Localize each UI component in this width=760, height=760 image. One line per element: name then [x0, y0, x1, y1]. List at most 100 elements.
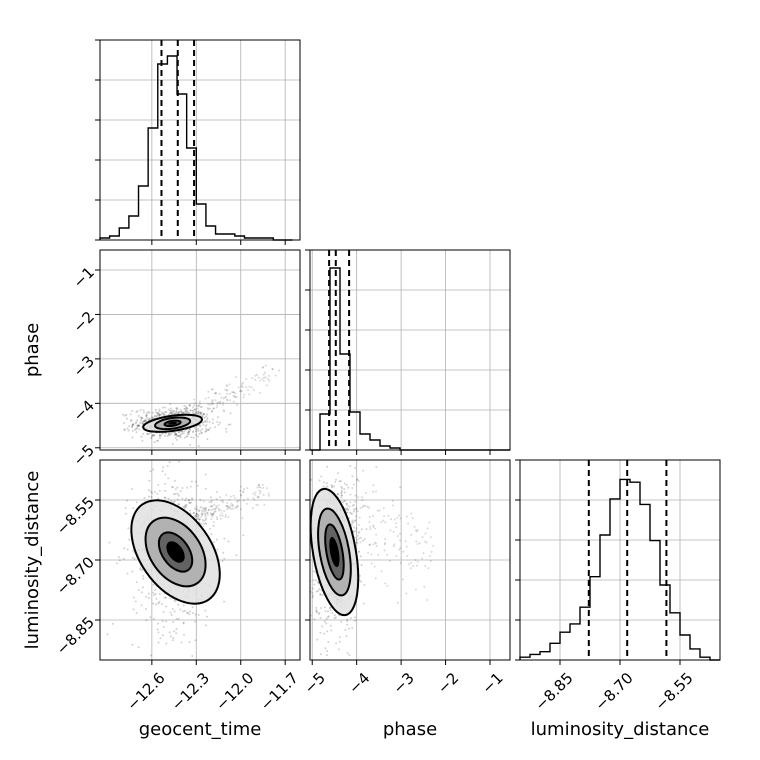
luminosity-distance-vs-geocent-time-contour-1	[144, 516, 207, 588]
luminosity-distance-vs-geocent-time-sample-point	[214, 510, 217, 513]
luminosity-distance-vs-geocent-time-sample-point	[131, 556, 134, 559]
luminosity-distance-vs-geocent-time-sample-point	[216, 548, 219, 551]
phase-vs-geocent-time-sample-point	[141, 417, 144, 420]
luminosity-distance-vs-geocent-time-sample-point	[141, 574, 144, 577]
phase-vs-geocent-time-sample-point	[189, 409, 192, 412]
luminosity-distance-vs-geocent-time-sample-point	[212, 508, 215, 511]
luminosity-distance-vs-geocent-time-sample-point	[157, 483, 160, 486]
luminosity-distance-vs-phase-sample-point	[368, 544, 371, 547]
luminosity-distance-vs-phase-sample-point	[350, 512, 353, 515]
x-tick-label-luminosity-distance-0: −8.85	[532, 669, 577, 714]
luminosity-distance-vs-phase-sample-point	[319, 631, 322, 634]
luminosity-distance-vs-geocent-time-sample-point	[195, 512, 198, 515]
phase-vs-geocent-time-sample-point	[184, 410, 187, 413]
luminosity-distance-vs-geocent-time-sample-point	[183, 506, 186, 509]
luminosity-distance-vs-geocent-time-sample-point	[184, 499, 187, 502]
luminosity-distance-vs-geocent-time-sample-point	[243, 488, 246, 491]
phase-vs-geocent-time-sample-point	[216, 401, 219, 404]
luminosity-distance-vs-phase-sample-point	[386, 584, 389, 587]
luminosity-distance-vs-phase-sample-point	[376, 509, 379, 512]
phase-vs-geocent-time-sample-point	[211, 422, 214, 425]
luminosity-distance-vs-geocent-time-sample-point	[238, 499, 241, 502]
luminosity-distance-vs-phase-sample-point	[402, 550, 405, 553]
phase-vs-geocent-time-sample-point	[175, 433, 178, 436]
phase-vs-geocent-time-sample-point	[203, 416, 206, 419]
luminosity-distance-vs-geocent-time-sample-point	[224, 514, 227, 517]
phase-vs-geocent-time-sample-point	[175, 434, 178, 437]
luminosity-distance-vs-geocent-time-sample-point	[229, 505, 232, 508]
luminosity-distance-vs-phase-sample-point	[333, 617, 336, 620]
luminosity-distance-vs-geocent-time-sample-point	[122, 557, 125, 560]
luminosity-distance-vs-geocent-time-sample-point	[140, 591, 143, 594]
luminosity-distance-vs-geocent-time-sample-point	[262, 494, 265, 497]
phase-vs-geocent-time-sample-point	[208, 403, 211, 406]
luminosity-distance-vs-phase-sample-point	[352, 521, 355, 524]
phase-vs-geocent-time-sample-point	[130, 418, 133, 421]
luminosity-distance-vs-geocent-time-sample-point	[236, 505, 239, 508]
phase-vs-geocent-time-sample-point	[164, 432, 167, 435]
phase-vs-geocent-time-sample-point	[157, 413, 160, 416]
phase-vs-geocent-time-sample-point	[179, 408, 182, 411]
luminosity-distance-vs-phase-sample-point	[307, 566, 309, 568]
luminosity-distance-vs-geocent-time-sample-point	[204, 624, 207, 627]
luminosity-distance-vs-phase-sample-point	[384, 521, 387, 524]
phase-vs-geocent-time-sample-point	[171, 442, 174, 445]
luminosity-distance-vs-geocent-time-sample-point	[154, 588, 157, 591]
luminosity-distance-vs-phase-sample-point	[357, 523, 360, 526]
luminosity-distance-vs-geocent-time-sample-point	[191, 655, 194, 658]
luminosity-distance-vs-geocent-time-sample-point	[209, 527, 212, 530]
luminosity-distance-vs-phase-sample-point	[375, 533, 378, 536]
luminosity-distance-vs-geocent-time-sample-point	[195, 515, 198, 518]
luminosity-distance-vs-phase-sample-point	[399, 561, 402, 564]
phase-vs-geocent-time-sample-point	[145, 414, 148, 417]
phase-vs-geocent-time-sample-point	[216, 404, 219, 407]
luminosity-distance-vs-phase-sample-point	[399, 546, 402, 549]
luminosity-distance-vs-phase-sample-point	[325, 622, 328, 625]
luminosity-distance-vs-phase-sample-point	[365, 528, 368, 531]
phase-vs-geocent-time-sample-point	[158, 410, 161, 413]
luminosity-distance-vs-geocent-time-sample-point	[204, 473, 207, 476]
luminosity-distance-vs-phase-sample-point	[311, 591, 314, 594]
phase-vs-geocent-time-sample-point	[204, 419, 207, 422]
luminosity-distance-vs-geocent-time-sample-point	[127, 527, 130, 530]
phase-vs-geocent-time-sample-point	[204, 420, 207, 423]
phase-vs-geocent-time-sample-point	[138, 428, 141, 431]
y-tick-label-phase-1: −4	[70, 397, 98, 425]
phase-vs-geocent-time-sample-point	[197, 410, 200, 413]
luminosity-distance-vs-geocent-time-sample-point	[209, 496, 212, 499]
phase-vs-geocent-time-sample-point	[175, 438, 178, 441]
luminosity-distance-vs-phase-sample-point	[372, 524, 375, 527]
luminosity-distance-vs-geocent-time-sample-point	[191, 498, 194, 501]
luminosity-distance-vs-geocent-time-sample-point	[170, 499, 173, 502]
luminosity-distance-vs-geocent-time-sample-point	[189, 509, 192, 512]
luminosity-distance-vs-phase-sample-point	[372, 543, 375, 546]
luminosity-distance-vs-geocent-time-sample-point	[126, 548, 129, 551]
phase-vs-geocent-time-sample-point	[187, 431, 190, 434]
phase-vs-geocent-time-sample-point	[177, 431, 180, 434]
luminosity-distance-vs-geocent-time-sample-point	[210, 499, 213, 502]
phase-vs-geocent-time-sample-point	[153, 441, 156, 444]
phase-vs-geocent-time-sample-point	[179, 433, 182, 436]
phase-vs-geocent-time-frame	[99, 249, 301, 451]
luminosity-distance-vs-phase-sample-point	[421, 536, 424, 539]
luminosity-distance-vs-phase-sample-point	[414, 558, 417, 561]
luminosity-distance-vs-geocent-time-sample-point	[192, 512, 195, 515]
phase-vs-geocent-time-sample-point	[182, 411, 185, 414]
luminosity-distance-vs-phase-sample-point	[340, 620, 343, 623]
phase-vs-geocent-time-sample-point	[261, 377, 264, 380]
phase-vs-geocent-time-sample-point	[267, 374, 270, 377]
luminosity-distance-vs-geocent-time-sample-point	[221, 559, 224, 562]
luminosity-distance-vs-phase-sample-point	[396, 601, 399, 604]
luminosity-distance-vs-geocent-time-sample-point	[169, 597, 172, 600]
phase-vs-geocent-time-sample-point	[147, 418, 150, 421]
luminosity-distance-vs-geocent-time-sample-point	[157, 631, 160, 634]
luminosity-distance-vs-phase-sample-point	[347, 486, 350, 489]
phase-vs-geocent-time-sample-point	[157, 412, 160, 415]
phase-vs-geocent-time-sample-point	[251, 377, 254, 380]
luminosity-distance-vs-phase-sample-point	[340, 491, 343, 494]
luminosity-distance-vs-geocent-time-sample-point	[176, 498, 179, 501]
luminosity-distance-vs-phase-sample-point	[337, 493, 340, 496]
luminosity-distance-vs-geocent-time-sample-point	[176, 492, 179, 495]
luminosity-distance-vs-geocent-time-sample-point	[152, 468, 155, 471]
luminosity-distance-vs-geocent-time-sample-point	[228, 498, 231, 501]
